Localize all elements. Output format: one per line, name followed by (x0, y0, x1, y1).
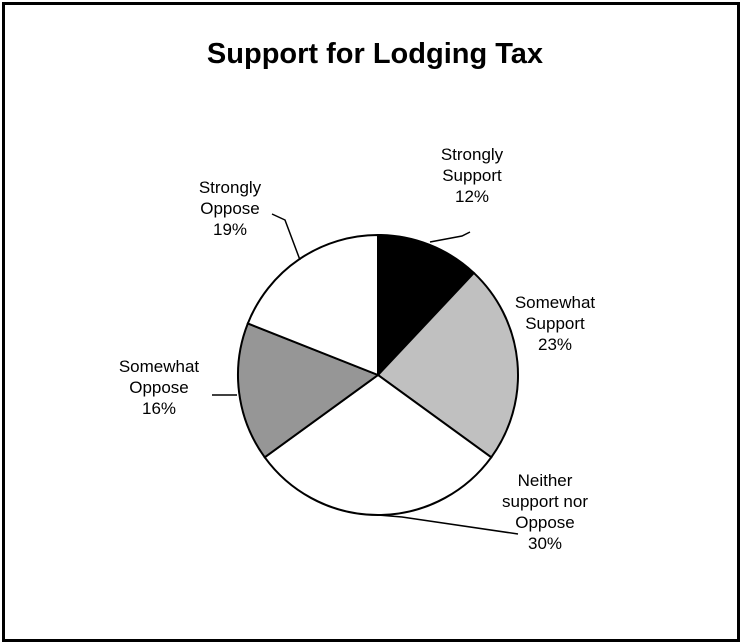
slice-label-line: support nor (502, 492, 588, 511)
slice-label-line: Support (442, 166, 502, 185)
slice-label: Somewhat Support 23% (495, 292, 615, 355)
chart-title: Support for Lodging Tax (206, 38, 544, 70)
slice-label-line: Oppose (200, 199, 260, 218)
leader-lines (212, 213, 519, 535)
slice-label-line: Somewhat (118, 357, 200, 376)
pie-slice-strongly-support (377, 233, 476, 378)
slice-label: Strongly Oppose 19% (170, 177, 290, 240)
slice-label-line: Strongly (198, 178, 262, 197)
pie-slices (237, 233, 519, 516)
slice-label: Neither support nor Oppose 30% (485, 470, 605, 554)
slice-label: Strongly Support 12% (412, 144, 532, 207)
leader-line (377, 514, 519, 535)
slice-label-line: 23% (537, 335, 573, 354)
pie-slice-somewhat-oppose (237, 322, 381, 459)
leader-line (429, 231, 471, 243)
slice-label: Somewhat Oppose 16% (99, 356, 219, 419)
slice-label-line: Neither (517, 471, 573, 490)
pie-slice-neither-support-nor-oppose (263, 373, 493, 516)
leader-line (271, 213, 301, 261)
slice-label-line: 16% (141, 399, 177, 418)
pie-slice-somewhat-support (376, 271, 519, 459)
slice-label-line: 30% (527, 534, 563, 553)
slice-label-line: Support (525, 314, 585, 333)
slice-label-line: Oppose (129, 378, 189, 397)
slice-label-line: Somewhat (514, 293, 596, 312)
slice-label-line: 19% (212, 220, 248, 239)
slice-label-line: 12% (454, 187, 490, 206)
slice-label-line: Oppose (515, 513, 575, 532)
slice-label-line: Strongly (440, 145, 504, 164)
